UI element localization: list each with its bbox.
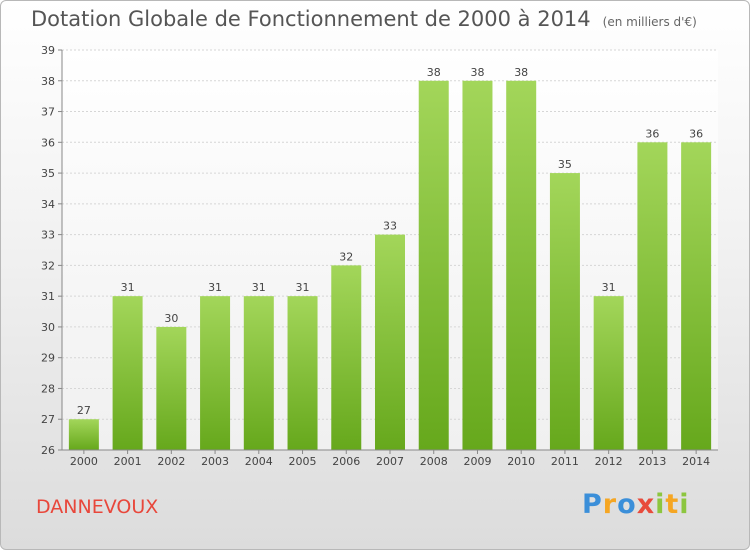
bar: [462, 80, 493, 451]
bar-value-label: 38: [427, 66, 441, 79]
logo-letter: i: [679, 489, 690, 520]
logo-letter: P: [582, 489, 603, 520]
bar: [243, 296, 274, 450]
x-tick-label: 2014: [682, 455, 710, 468]
bar-value-label: 32: [339, 250, 353, 263]
bar: [68, 419, 99, 450]
bar: [200, 296, 231, 450]
y-tick-label: 36: [41, 136, 55, 149]
bar: [287, 296, 318, 450]
bar: [593, 296, 624, 450]
bar: [331, 265, 362, 450]
x-tick-label: 2007: [376, 455, 404, 468]
y-tick-label: 27: [41, 413, 55, 426]
y-tick-label: 30: [41, 321, 55, 334]
bar-value-label: 38: [514, 66, 528, 79]
x-tick-label: 2004: [245, 455, 273, 468]
bar-value-label: 35: [558, 158, 572, 171]
chart-title-text: Dotation Globale de Fonctionnement de 20…: [31, 7, 591, 31]
bar: [549, 173, 580, 451]
bar-value-label: 33: [383, 220, 397, 233]
x-tick-label: 2013: [638, 455, 666, 468]
x-tick-label: 2008: [420, 455, 448, 468]
y-tick-label: 35: [41, 167, 55, 180]
chart-title: Dotation Globale de Fonctionnement de 20…: [31, 7, 697, 31]
y-tick-label: 29: [41, 352, 55, 365]
bar-value-label: 31: [252, 281, 266, 294]
bar: [637, 142, 668, 451]
logo-letter: i: [655, 489, 666, 520]
bar-value-label: 31: [296, 281, 310, 294]
y-tick-label: 34: [41, 198, 55, 211]
y-tick-label: 26: [41, 444, 55, 457]
y-tick-label: 28: [41, 382, 55, 395]
x-tick-label: 2006: [332, 455, 360, 468]
y-tick-label: 31: [41, 290, 55, 303]
commune-name: DANNEVOUX: [36, 496, 159, 518]
bar-value-label: 36: [645, 127, 659, 140]
x-tick-label: 2001: [114, 455, 142, 468]
y-tick-label: 32: [41, 259, 55, 272]
bar: [375, 234, 405, 450]
x-tick-label: 2009: [463, 455, 491, 468]
bar: [506, 80, 537, 451]
x-tick-label: 2003: [201, 455, 229, 468]
y-tick-label: 38: [41, 75, 55, 88]
y-tick-label: 37: [41, 106, 55, 119]
y-tick-label: 39: [41, 44, 55, 57]
x-tick-label: 2012: [595, 455, 623, 468]
x-tick-label: 2000: [70, 455, 98, 468]
x-tick-label: 2005: [289, 455, 317, 468]
y-tick-label: 33: [41, 229, 55, 242]
proxiti-logo: Proxiti: [582, 489, 690, 520]
bar-value-label: 31: [602, 281, 616, 294]
chart-subtitle: (en milliers d'€): [602, 15, 697, 29]
x-tick-label: 2011: [551, 455, 579, 468]
logo-letter: x: [636, 489, 656, 520]
logo-letter: t: [665, 489, 680, 520]
bar: [418, 80, 449, 451]
bar-value-label: 27: [77, 404, 91, 417]
x-tick-label: 2010: [507, 455, 535, 468]
bar-value-label: 31: [208, 281, 222, 294]
logo-letter: o: [617, 489, 637, 520]
logo-letter: r: [602, 489, 618, 520]
bar-value-label: 30: [164, 312, 178, 325]
bar: [156, 326, 187, 450]
bar: [681, 142, 712, 451]
bar-value-label: 31: [121, 281, 135, 294]
bar-value-label: 38: [470, 66, 484, 79]
x-tick-label: 2002: [157, 455, 185, 468]
bar: [112, 296, 143, 450]
bar-value-label: 36: [689, 127, 703, 140]
